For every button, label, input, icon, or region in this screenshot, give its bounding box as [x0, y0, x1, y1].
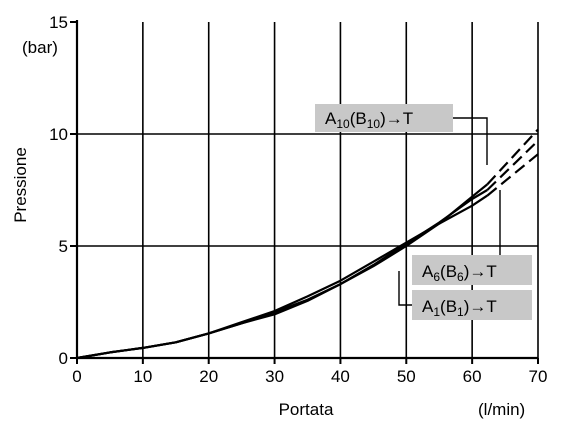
- series-label-2: A1(B1)→T: [398, 271, 532, 320]
- x-axis-label: Portata: [279, 400, 334, 419]
- series-label-box-0: [315, 104, 453, 132]
- axes: [70, 20, 539, 364]
- series-label-box-1: [412, 255, 532, 285]
- x-tick-label-30: 30: [265, 367, 284, 386]
- y-axis-label: Pressione: [11, 147, 30, 223]
- x-tick-label-50: 50: [397, 367, 416, 386]
- x-tick-label-10: 10: [133, 367, 152, 386]
- series-label-text-0: A10(B10)→T: [325, 109, 413, 131]
- y-tick-label-5: 5: [59, 237, 68, 256]
- series-label-1: A6(B6)→T: [412, 190, 532, 285]
- series-label-text-1: A6(B6)→T: [422, 262, 497, 284]
- x-tick-label-60: 60: [463, 367, 482, 386]
- series-extrapolation-2: [486, 153, 539, 197]
- series-label-box-2: [412, 290, 532, 320]
- series-extrapolation-0: [486, 128, 539, 186]
- series-label-leader-2: [398, 271, 412, 306]
- series-label-0: A10(B10)→T: [315, 104, 488, 165]
- series-labels: A10(B10)→T A6(B6)→T A1(B1)→T: [315, 104, 532, 320]
- y-axis-unit: (bar): [22, 38, 58, 57]
- series-label-text-2: A1(B1)→T: [422, 297, 497, 319]
- x-tick-label-0: 0: [72, 367, 81, 386]
- series-line-2: [76, 194, 488, 360]
- tick-labels: 0 10 20 30 40 50 60 70 0 5 10 15: [49, 13, 547, 386]
- y-tick-label-0: 0: [59, 349, 68, 368]
- series-label-leader-0: [453, 117, 488, 165]
- series-lines: [76, 128, 539, 360]
- y-tick-label-15: 15: [49, 13, 68, 32]
- series-extrapolation-1: [486, 139, 539, 191]
- x-axis-unit: (l/min): [478, 400, 525, 419]
- x-tick-label-40: 40: [331, 367, 350, 386]
- y-tick-label-10: 10: [49, 125, 68, 144]
- grid: [77, 22, 539, 358]
- x-tick-label-20: 20: [199, 367, 218, 386]
- x-tick-label-70: 70: [529, 367, 548, 386]
